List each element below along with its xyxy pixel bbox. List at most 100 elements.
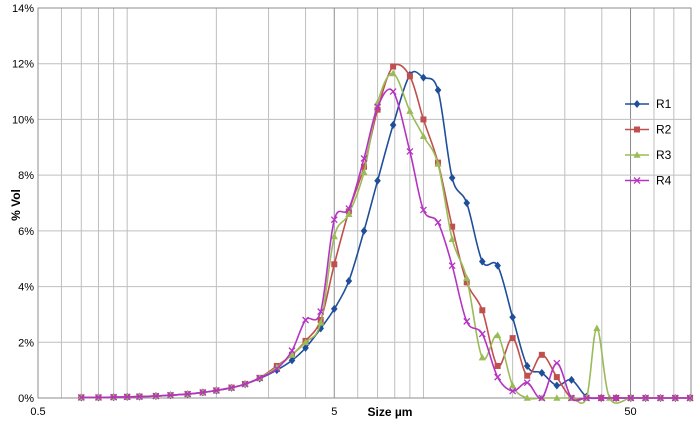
data-point [330, 216, 338, 224]
legend-marker [633, 151, 641, 158]
data-point [657, 394, 664, 402]
data-point [612, 394, 620, 402]
data-point [374, 103, 382, 111]
series-line [81, 70, 690, 400]
x-axis-label: Size µm [368, 405, 413, 419]
y-tick-label: 14% [12, 3, 34, 15]
data-point [406, 73, 413, 80]
grid [38, 7, 691, 399]
legend-label: R4 [656, 174, 672, 188]
data-point [330, 232, 338, 240]
data-point [524, 372, 531, 379]
legend-label: R2 [656, 123, 672, 137]
series-layer [77, 63, 694, 404]
data-point [686, 394, 694, 402]
data-point [434, 219, 442, 226]
data-point [463, 199, 471, 207]
data-point [463, 274, 471, 282]
data-point [553, 374, 560, 381]
data-point [509, 313, 516, 322]
y-tick-label: 10% [12, 114, 34, 126]
data-point [597, 394, 605, 402]
data-point [509, 335, 516, 342]
data-point [523, 394, 531, 401]
data-point [494, 331, 502, 339]
data-point [568, 375, 575, 384]
data-point [420, 116, 427, 123]
data-point [553, 394, 561, 401]
data-point [95, 393, 102, 401]
data-point [123, 393, 131, 401]
legend: R1 R2 R3 R4 [625, 97, 672, 188]
y-tick-label: 4% [18, 282, 34, 294]
legend-label: R3 [656, 148, 672, 162]
data-point [583, 394, 590, 402]
series-line [81, 88, 690, 402]
data-point [302, 316, 310, 324]
data-point [167, 391, 174, 399]
data-point [374, 176, 381, 185]
x-tick-label: 50 [624, 406, 636, 418]
data-point [538, 368, 546, 377]
data-point [406, 107, 414, 114]
data-point [494, 362, 501, 369]
legend-marker [633, 100, 641, 108]
data-point [330, 304, 338, 313]
data-point [152, 392, 160, 400]
x-axis-ticks: 0.5 5 50 [30, 406, 636, 418]
data-point [360, 226, 368, 235]
y-tick-label: 2% [18, 337, 34, 349]
series-line [81, 63, 690, 401]
data-point [331, 261, 338, 268]
data-point [593, 324, 601, 332]
data-point [288, 351, 296, 358]
data-point [449, 223, 456, 230]
legend-item-r1: R1 [625, 97, 672, 111]
data-point [448, 262, 456, 270]
data-point [448, 235, 456, 243]
data-point [360, 163, 367, 170]
data-point [374, 106, 381, 113]
data-point [478, 353, 486, 361]
data-point [642, 394, 650, 402]
data-point [77, 393, 85, 401]
y-tick-label: 12% [12, 59, 34, 71]
data-point [479, 307, 486, 314]
y-axis-ticks: 0% 2% 4% 6% 8% 10% 12% 14% [12, 3, 34, 405]
data-point [135, 393, 143, 401]
data-point [212, 387, 220, 394]
data-point [301, 338, 310, 346]
data-point [509, 387, 517, 395]
data-point [434, 86, 442, 95]
legend-label: R1 [656, 97, 672, 111]
data-point [241, 380, 249, 388]
data-point [553, 359, 561, 367]
data-point [523, 361, 531, 370]
legend-marker [634, 126, 640, 133]
series-r4 [77, 88, 694, 402]
data-point [434, 160, 442, 167]
data-point [419, 132, 428, 139]
data-point [509, 381, 517, 389]
data-point [389, 121, 397, 129]
data-point [110, 393, 118, 401]
data-point [553, 381, 561, 390]
data-point [360, 168, 368, 176]
series-line [81, 72, 690, 404]
data-point [273, 365, 281, 373]
data-point [420, 73, 427, 82]
data-point [627, 394, 635, 402]
data-point [494, 373, 502, 381]
data-point [228, 384, 235, 392]
data-point [538, 394, 546, 402]
data-point [273, 363, 281, 371]
y-tick-label: 8% [18, 170, 34, 182]
data-point [345, 210, 353, 217]
data-point [463, 317, 471, 325]
data-point [317, 308, 325, 316]
legend-item-r4: R4 [625, 174, 672, 188]
y-tick-label: 6% [18, 226, 34, 238]
legend-item-r2: R2 [625, 123, 672, 137]
data-point [389, 69, 397, 77]
